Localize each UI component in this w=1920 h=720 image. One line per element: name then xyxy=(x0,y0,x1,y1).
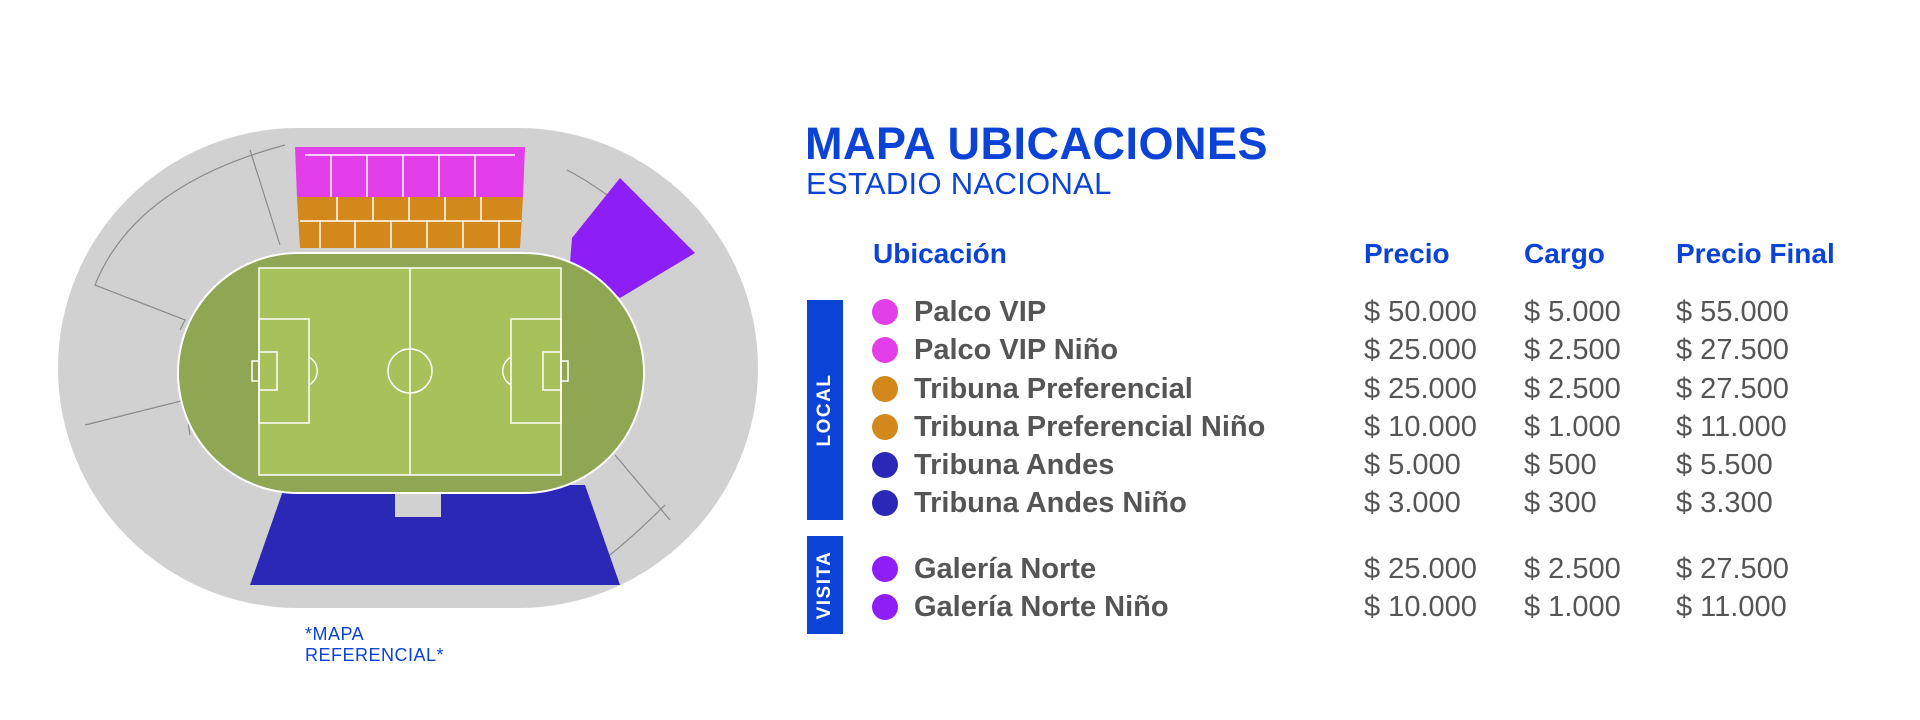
group-local-label: LOCAL xyxy=(814,373,835,447)
row-name: Galería Norte Niño xyxy=(914,591,1169,623)
row-cargo: $ 500 xyxy=(1524,449,1597,481)
row-cargo: $ 2.500 xyxy=(1524,553,1621,585)
table-row: Tribuna Andes $ 5.000 $ 500 $ 5.500 xyxy=(872,447,1872,483)
stadium-map-graphic xyxy=(58,128,758,608)
stadium-map xyxy=(55,125,765,620)
row-precio-final: $ 55.000 xyxy=(1676,296,1789,328)
header-cargo: Cargo xyxy=(1524,238,1605,269)
row-precio-final: $ 3.300 xyxy=(1676,487,1773,519)
table-row: Galería Norte $ 25.000 $ 2.500 $ 27.500 xyxy=(872,551,1872,587)
color-dot xyxy=(872,337,898,363)
row-precio-final: $ 27.500 xyxy=(1676,334,1789,366)
row-name: Tribuna Preferencial xyxy=(914,373,1193,405)
row-name: Galería Norte xyxy=(914,553,1097,585)
row-name: Palco VIP xyxy=(914,296,1047,328)
row-precio-final: $ 11.000 xyxy=(1676,411,1787,443)
row-precio: $ 10.000 xyxy=(1364,411,1477,443)
pitch-lines xyxy=(251,268,569,475)
group-visita-label: VISITA xyxy=(814,550,835,620)
header-precio-final: Precio Final xyxy=(1676,238,1835,269)
color-dot xyxy=(872,556,898,582)
table-row: Tribuna Preferencial $ 25.000 $ 2.500 $ … xyxy=(872,371,1872,407)
color-dot xyxy=(872,452,898,478)
row-name: Tribuna Andes Niño xyxy=(914,487,1187,519)
row-name: Palco VIP Niño xyxy=(914,334,1119,366)
table-row: Galería Norte Niño $ 10.000 $ 1.000 $ 11… xyxy=(872,589,1872,625)
row-precio: $ 25.000 xyxy=(1364,553,1477,585)
group-visita-bar: VISITA xyxy=(807,536,843,634)
row-cargo: $ 300 xyxy=(1524,487,1597,519)
map-note: *MAPA REFERENCIAL* xyxy=(305,624,445,665)
row-precio-final: $ 5.500 xyxy=(1676,449,1773,481)
row-cargo: $ 5.000 xyxy=(1524,296,1621,328)
page-title: MAPA UBICACIONES xyxy=(805,118,1269,169)
row-name: Tribuna Andes xyxy=(914,449,1115,481)
row-precio: $ 5.000 xyxy=(1364,449,1461,481)
row-precio: $ 10.000 xyxy=(1364,591,1477,623)
row-precio: $ 25.000 xyxy=(1364,373,1477,405)
color-dot xyxy=(872,299,898,325)
row-cargo: $ 1.000 xyxy=(1524,411,1621,443)
table-row: Palco VIP Niño $ 25.000 $ 2.500 $ 27.500 xyxy=(872,332,1872,368)
palco-section xyxy=(295,147,525,197)
tribuna-andes-section xyxy=(250,485,620,585)
row-cargo: $ 2.500 xyxy=(1524,334,1621,366)
table-row: Tribuna Andes Niño $ 3.000 $ 300 $ 3.300 xyxy=(872,485,1872,521)
color-dot xyxy=(872,414,898,440)
tribuna-preferencial-section xyxy=(297,197,523,248)
group-local-bar: LOCAL xyxy=(807,300,843,520)
row-cargo: $ 1.000 xyxy=(1524,591,1621,623)
color-dot xyxy=(872,376,898,402)
row-precio-final: $ 11.000 xyxy=(1676,591,1787,623)
row-precio: $ 3.000 xyxy=(1364,487,1461,519)
galeria-norte-section xyxy=(570,178,695,298)
page-subtitle: ESTADIO NACIONAL xyxy=(806,166,1112,201)
table-row: Tribuna Preferencial Niño $ 10.000 $ 1.0… xyxy=(872,409,1872,445)
row-name: Tribuna Preferencial Niño xyxy=(914,411,1266,443)
color-dot xyxy=(872,490,898,516)
row-precio-final: $ 27.500 xyxy=(1676,553,1789,585)
color-dot xyxy=(872,594,898,620)
row-cargo: $ 2.500 xyxy=(1524,373,1621,405)
row-precio-final: $ 27.500 xyxy=(1676,373,1789,405)
row-precio: $ 50.000 xyxy=(1364,296,1477,328)
table-row: Palco VIP $ 50.000 $ 5.000 $ 55.000 xyxy=(872,294,1872,330)
header-ubicacion: Ubicación xyxy=(873,238,1007,269)
row-precio: $ 25.000 xyxy=(1364,334,1477,366)
header-precio: Precio xyxy=(1364,238,1450,269)
